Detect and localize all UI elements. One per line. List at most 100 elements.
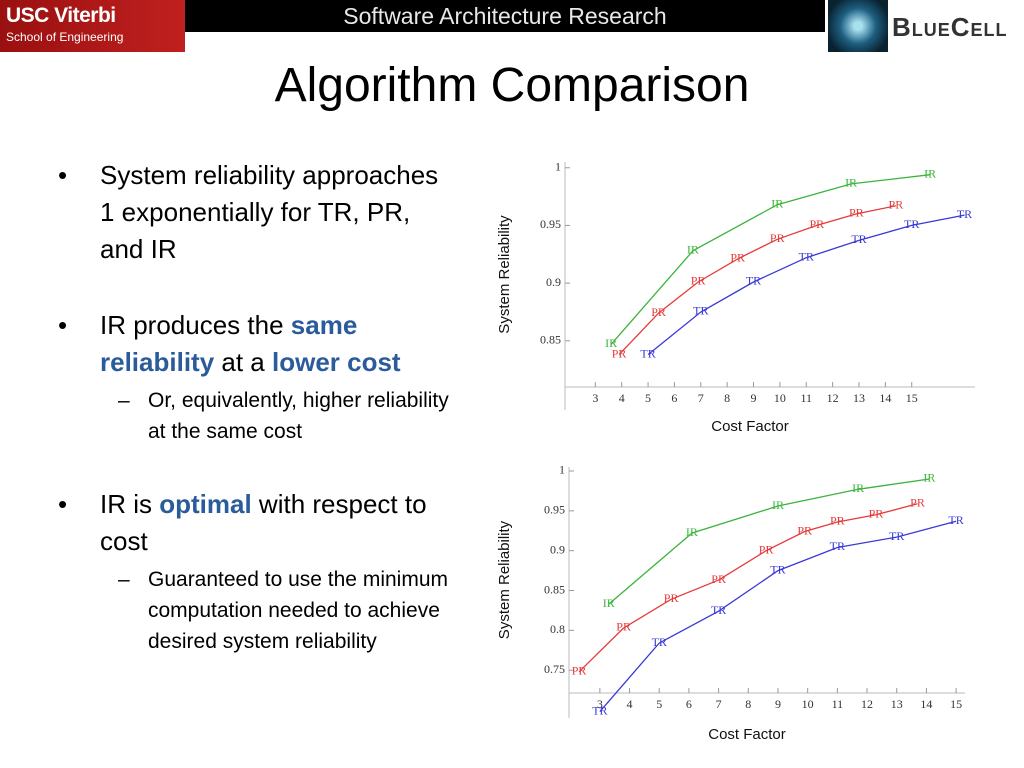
point-label: IR [924,166,936,180]
series-line [618,205,897,356]
point-label: PR [711,572,726,586]
bullet-text: IR produces the [100,310,291,340]
point-label: IR [686,525,698,539]
x-tick-label: 9 [751,391,757,405]
bullet-text: System reliability approaches 1 exponent… [100,160,439,264]
x-tick-label: 5 [645,391,651,405]
sub-bullet: Or, equivalently, higher reliability at … [102,385,458,447]
point-label: IR [852,481,864,495]
y-tick-label: 0.9 [546,275,561,289]
y-tick-label: 0.9 [550,542,565,556]
school-name: USC Viterbi [6,4,116,27]
x-tick-label: 14 [920,697,932,711]
x-tick-label: 9 [775,697,781,711]
x-tick-label: 12 [827,391,839,405]
logo-text: BlueCell [892,12,1008,42]
point-label: PR [797,523,812,537]
y-tick-label: 0.95 [544,503,565,517]
y-tick-label: 0.75 [544,662,565,676]
series-line [647,214,965,356]
point-label: PR [809,217,824,231]
logo-icon [828,0,888,52]
point-label: PR [691,274,706,288]
x-tick-label: 14 [879,391,891,405]
bullet-text: with respect to cost [100,489,427,556]
point-label: PR [664,591,679,605]
point-label: PR [730,251,745,265]
y-tick-label: 0.85 [540,333,561,347]
point-label: TR [770,562,785,576]
point-label: IR [605,336,617,350]
x-tick-label: 11 [832,697,844,711]
point-label: TR [904,217,919,231]
point-label: PR [612,346,627,360]
point-label: IR [687,243,699,257]
point-label: PR [849,206,864,220]
x-tick-label: 6 [671,391,677,405]
point-label: PR [830,514,845,528]
point-label: TR [640,346,655,360]
point-label: TR [948,513,963,527]
x-tick-label: 13 [853,391,865,405]
slide-title: Algorithm Comparison [274,59,750,112]
y-tick-label: 0.8 [550,622,565,636]
x-tick-label: 6 [686,697,692,711]
point-label: TR [851,232,866,246]
x-tick-label: 7 [716,697,722,711]
y-tick-label: 0.95 [540,217,561,231]
series-line [599,520,957,713]
bullet-text: at a [214,347,272,377]
point-label: PR [770,231,785,245]
point-label: TR [592,703,607,717]
point-label: TR [830,539,845,553]
point-label: PR [910,495,925,509]
x-tick-label: 3 [592,391,598,405]
bullet-list: System reliability approaches 1 exponent… [58,157,458,696]
series-line [610,174,931,345]
sub-bullet: Guaranteed to use the minimum computatio… [102,564,458,657]
x-tick-label: 13 [891,697,903,711]
x-tick-label: 5 [656,697,662,711]
y-tick-label: 1 [555,160,561,174]
point-label: TR [711,603,726,617]
point-label: PR [889,198,904,212]
y-axis-title: System Reliability [496,215,513,334]
point-label: PR [869,507,884,521]
x-tick-label: 15 [950,697,962,711]
school-unit: School of Engineering [6,30,124,44]
banner: Software Architecture Research [185,0,825,32]
point-label: TR [746,274,761,288]
x-tick-label: 3 [597,697,603,711]
point-label: TR [693,304,708,318]
point-label: TR [889,529,904,543]
point-label: IR [845,176,857,190]
series-line [578,503,918,673]
x-tick-label: 4 [619,391,625,405]
bullet: IR produces the same reliability at a lo… [58,307,458,447]
x-axis-title: Cost Factor [711,418,789,435]
x-tick-label: 10 [774,391,786,405]
point-label: IR [771,196,783,210]
school-logo: USC Viterbi School of Engineering [0,0,185,52]
emphasis-text: same reliability [100,310,358,377]
point-label: PR [616,620,631,634]
x-tick-label: 7 [698,391,704,405]
point-label: IR [923,471,935,485]
bullet-text: IR is [100,489,160,519]
point-label: PR [759,542,774,556]
x-tick-label: 15 [906,391,918,405]
point-label: TR [957,207,972,221]
bullet: IR is optimal with respect to cost Guaran… [58,486,458,657]
y-axis-title: System Reliability [496,520,513,639]
y-tick-label: 1 [559,463,565,477]
point-label: IR [603,596,615,610]
x-tick-label: 11 [800,391,812,405]
y-tick-label: 0.85 [544,582,565,596]
x-tick-label: 4 [627,697,633,711]
x-tick-label: 8 [724,391,730,405]
point-label: PR [572,664,587,678]
x-axis-title: Cost Factor [708,726,786,743]
point-label: TR [652,635,667,649]
